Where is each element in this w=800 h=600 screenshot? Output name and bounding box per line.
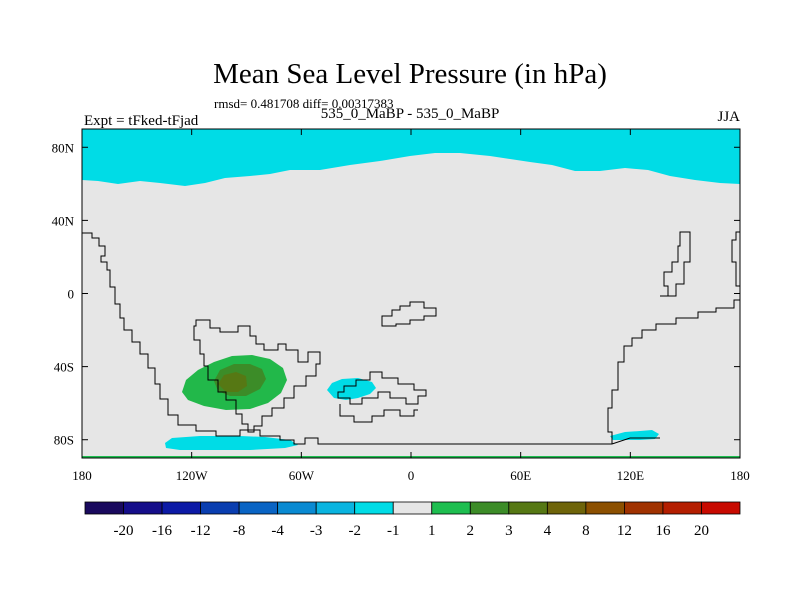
asia-coastline bbox=[660, 231, 691, 297]
colorbar-swatch bbox=[238, 501, 279, 515]
y-tick-label: 40N bbox=[52, 213, 75, 228]
colorbar-swatch bbox=[431, 501, 471, 515]
south-america-coastline bbox=[193, 319, 321, 433]
colorbar-label: -2 bbox=[348, 523, 361, 539]
x-tick-label: 60W bbox=[289, 468, 315, 483]
colorbar-label: 1 bbox=[428, 523, 436, 539]
colorbar: -20 -16 -12 -8 -4 -3 -2 -1 1 2 3 4 8 12 16 20 bbox=[84, 501, 741, 539]
colorbar-swatch bbox=[508, 501, 548, 515]
arctic-negative-band bbox=[82, 129, 740, 186]
center-label: 535_0_MaBP - 535_0_MaBP bbox=[320, 106, 500, 122]
antarctic-coastline-east bbox=[611, 437, 660, 445]
x-tick-label: 0 bbox=[408, 468, 415, 483]
colorbar-swatch bbox=[200, 501, 240, 515]
y-tick-label: 80N bbox=[52, 140, 75, 155]
americas-coastline bbox=[82, 232, 612, 445]
colorbar-label: -20 bbox=[114, 523, 134, 539]
y-axis-ticks: 80N 40N 0 40S 80S bbox=[52, 140, 740, 448]
colorbar-label: -12 bbox=[191, 523, 211, 539]
colorbar-swatch bbox=[84, 501, 124, 515]
colorbar-label: -16 bbox=[152, 523, 172, 539]
colorbar-swatch bbox=[469, 501, 510, 515]
contour-fills bbox=[82, 129, 740, 450]
colorbar-swatch bbox=[315, 501, 356, 515]
coastlines bbox=[82, 231, 740, 445]
x-tick-label: 180 bbox=[72, 468, 92, 483]
africa-coastline bbox=[381, 301, 437, 327]
colorbar-label: 8 bbox=[582, 523, 590, 539]
colorbar-label: 4 bbox=[544, 523, 552, 539]
x-tick-label: 180 bbox=[730, 468, 750, 483]
y-tick-label: 40S bbox=[54, 360, 74, 375]
colorbar-swatch bbox=[161, 501, 201, 515]
x-tick-label: 120W bbox=[176, 468, 209, 483]
colorbar-swatch bbox=[624, 501, 664, 515]
x-tick-label: 60E bbox=[510, 468, 531, 483]
colorbar-swatch bbox=[392, 501, 433, 515]
colorbar-label: -1 bbox=[387, 523, 400, 539]
stats-subtitle: rmsd= 0.481708 diff= 0.00317383 bbox=[214, 96, 394, 111]
colorbar-label: -3 bbox=[310, 523, 323, 539]
y-tick-label: 0 bbox=[68, 287, 75, 302]
colorbar-label: 3 bbox=[505, 523, 513, 539]
experiment-label: Expt = tFked-tFjad bbox=[84, 113, 199, 129]
x-axis-ticks: 180 120W 60W 0 60E 120E 180 bbox=[72, 129, 750, 483]
colorbar-label: 2 bbox=[467, 523, 475, 539]
australasia-coastline bbox=[607, 299, 740, 444]
south-atlantic-negative-anomaly bbox=[327, 378, 376, 400]
colorbar-swatch bbox=[546, 501, 587, 515]
x-tick-label: 120E bbox=[617, 468, 645, 483]
colorbar-label: 16 bbox=[655, 523, 671, 539]
colorbar-swatch bbox=[354, 501, 394, 515]
colorbar-label: -4 bbox=[271, 523, 284, 539]
colorbar-swatch bbox=[277, 501, 317, 515]
y-tick-label: 80S bbox=[54, 433, 74, 448]
chart-title: Mean Sea Level Pressure (in hPa) bbox=[213, 58, 607, 90]
antarctic-coastline-west bbox=[339, 404, 418, 423]
colorbar-swatch bbox=[701, 501, 741, 515]
colorbar-label: -8 bbox=[233, 523, 246, 539]
colorbar-label: 12 bbox=[617, 523, 632, 539]
antarctic-peninsula-coastline bbox=[337, 371, 427, 405]
colorbar-label: 20 bbox=[694, 523, 709, 539]
colorbar-swatch bbox=[585, 501, 625, 515]
east-asia-coastline bbox=[731, 231, 740, 287]
colorbar-swatch bbox=[662, 501, 702, 515]
south-pacific-positive-peak bbox=[218, 372, 247, 392]
season-label: JJA bbox=[717, 109, 740, 125]
colorbar-swatch bbox=[123, 501, 163, 515]
southern-ocean-negative-anomaly bbox=[165, 436, 298, 450]
